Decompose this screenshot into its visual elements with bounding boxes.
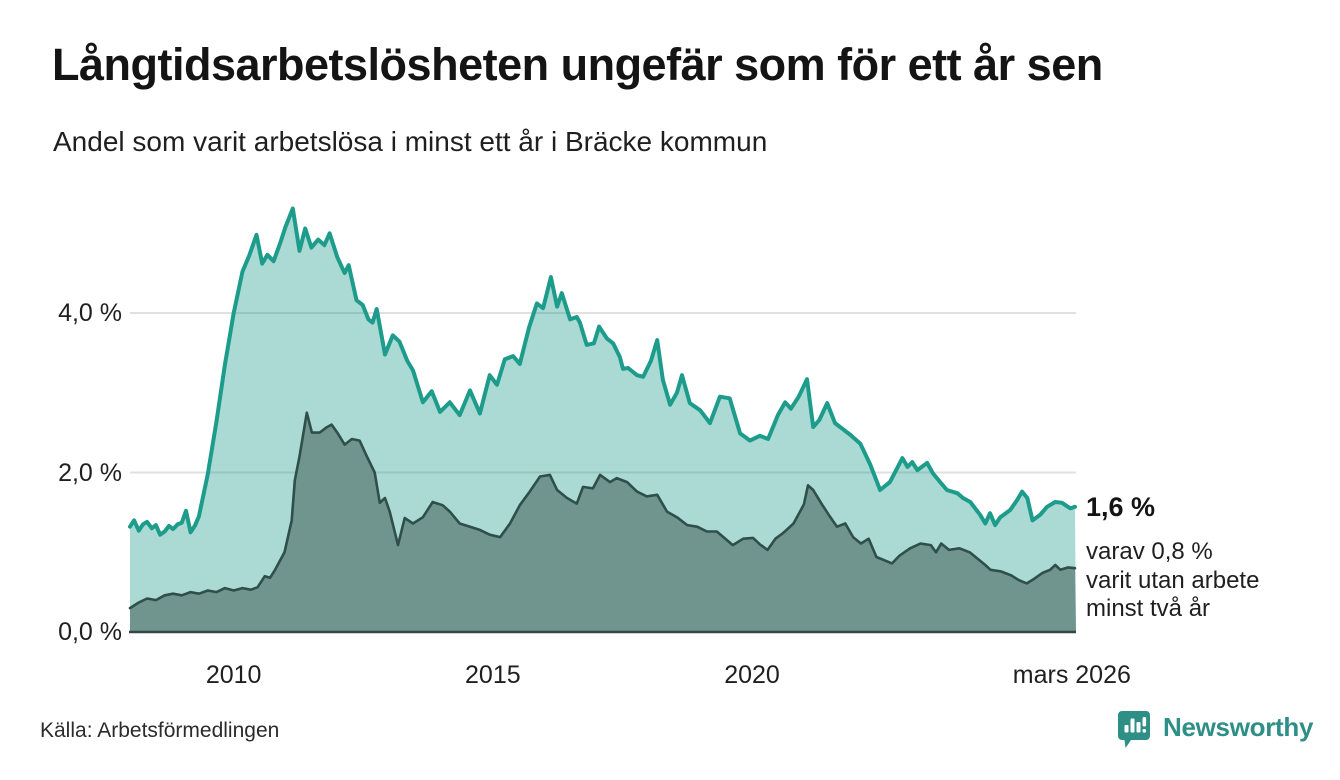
y-axis-tick-4: 4,0 % xyxy=(58,299,122,327)
end-value-detail-line: minst två år xyxy=(1086,595,1211,622)
x-axis-tick-2026: mars 2026 xyxy=(1012,661,1131,689)
end-value-detail-line: varit utan arbete xyxy=(1086,566,1260,594)
y-axis-tick-2: 2,0 % xyxy=(58,458,122,487)
newsworthy-logo-icon xyxy=(1118,711,1150,748)
page-subtitle: Andel som varit arbetslösa i minst ett å… xyxy=(53,126,768,157)
source-text: Källa: Arbetsförmedlingen xyxy=(40,719,280,742)
x-axis-tick-2010: 2010 xyxy=(205,661,262,689)
x-axis-tick-2015: 2015 xyxy=(465,661,521,689)
page-title: Långtidsarbetslösheten ungefär som för e… xyxy=(52,39,1103,90)
newsworthy-wordmark: Newsworthy xyxy=(1163,712,1314,742)
end-value-label: 1,6 % xyxy=(1086,492,1156,522)
x-axis-tick-2020: 2020 xyxy=(724,661,780,689)
end-value-detail-line: varav 0,8 % xyxy=(1086,538,1213,565)
end-value-detail: varav 0,8 % varit utan arbete minst två … xyxy=(1086,538,1259,624)
newsworthy-brand: Newsworthy xyxy=(1117,709,1313,751)
y-axis-tick-0: 0,0 % xyxy=(58,618,122,646)
